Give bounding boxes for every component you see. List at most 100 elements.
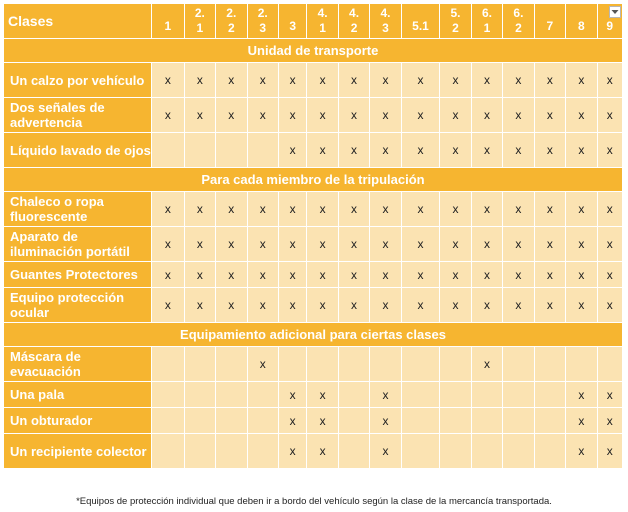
mark-cell <box>337 346 371 382</box>
mark-cell: x <box>533 261 567 288</box>
class-header-top: 5. <box>450 6 461 20</box>
section-header-row: Unidad de transporte <box>3 38 623 63</box>
mark-cell <box>246 407 279 434</box>
mark-cell: x <box>400 191 441 227</box>
class-header-bottom: 3 <box>259 21 267 35</box>
class-header-bottom: 2 <box>350 21 358 35</box>
mark-cell <box>215 407 248 434</box>
mark-cell <box>183 433 217 469</box>
table-row: Dos señales de advertencia x x x x x x x x x x x x x x… <box>2 97 624 133</box>
mark-cell: x <box>183 191 217 227</box>
header-row: Clases 1 2. 1 2. 2 2. 3 3 4. 1 4. 2 4. 3 5.1 5. 2 6. 1 6. 2 7 8… <box>2 3 624 39</box>
row-label: Una pala <box>2 381 153 408</box>
mark-cell: x <box>246 226 279 262</box>
mark-cell: x <box>215 62 248 98</box>
class-header-top: 6. <box>513 6 524 20</box>
mark-cell: x <box>502 97 535 133</box>
table-row: Un calzo por vehículo x x x x x x x x x x x x x x x <box>2 62 624 98</box>
mark-cell: x <box>596 261 624 288</box>
mark-cell: x <box>502 261 535 288</box>
mark-cell: x <box>596 407 624 434</box>
class-header: 6. 2 <box>502 3 535 39</box>
class-header: 4. 2 <box>337 3 371 39</box>
mark-cell: x <box>565 62 598 98</box>
mark-cell: x <box>246 97 279 133</box>
class-header: 3 <box>277 3 308 39</box>
mark-cell: x <box>183 261 217 288</box>
mark-cell: x <box>277 191 308 227</box>
mark-cell: x <box>337 287 371 323</box>
mark-cell <box>533 381 567 408</box>
mark-cell: x <box>183 287 217 323</box>
mark-cell <box>470 433 504 469</box>
mark-cell: x <box>151 191 185 227</box>
class-header-bottom: 2 <box>515 21 522 35</box>
section-title: Para cada miembro de la tripulación <box>3 167 623 192</box>
mark-cell: x <box>439 287 472 323</box>
table-row: Guantes Protectores x x x x x x x x x x x x x x x <box>2 261 624 288</box>
mark-cell: x <box>277 433 308 469</box>
mark-cell: x <box>151 97 185 133</box>
mark-cell: x <box>369 261 402 288</box>
table-row: Líquido lavado de ojos x x x x x x x x x x x <box>2 132 624 168</box>
class-header-top: 6. <box>481 6 492 20</box>
mark-cell <box>439 433 472 469</box>
mark-cell <box>502 381 535 408</box>
mark-cell: x <box>306 381 339 408</box>
mark-cell: x <box>502 226 535 262</box>
mark-cell: x <box>277 287 308 323</box>
mark-cell: x <box>502 191 535 227</box>
mark-cell <box>400 407 441 434</box>
mark-cell <box>246 433 279 469</box>
class-header: 5. 2 <box>439 3 472 39</box>
mark-cell: x <box>215 261 248 288</box>
mark-cell <box>246 381 279 408</box>
row-label: Líquido lavado de ojos <box>2 132 153 168</box>
mark-cell: x <box>470 226 504 262</box>
dropdown-filter-icon[interactable] <box>609 6 621 18</box>
mark-cell: x <box>502 132 535 168</box>
mark-cell: x <box>439 191 472 227</box>
mark-cell: x <box>151 261 185 288</box>
class-header-top: 9 <box>606 18 614 33</box>
mark-cell: x <box>215 287 248 323</box>
mark-cell <box>502 433 535 469</box>
row-label: Un calzo por vehículo <box>2 62 153 98</box>
mark-cell: x <box>151 62 185 98</box>
mark-cell <box>470 407 504 434</box>
mark-cell <box>400 433 441 469</box>
mark-cell: x <box>565 226 598 262</box>
mark-cell <box>215 132 248 168</box>
mark-cell <box>151 346 185 382</box>
mark-cell <box>533 407 567 434</box>
mark-cell: x <box>337 62 371 98</box>
mark-cell <box>533 346 567 382</box>
table-row: Una pala x x x x x <box>2 381 624 408</box>
class-header: 6. 1 <box>470 3 504 39</box>
class-header-bottom: 1 <box>319 21 326 35</box>
mark-cell: x <box>400 132 441 168</box>
mark-cell: x <box>306 433 339 469</box>
mark-cell: x <box>369 381 402 408</box>
row-label: Guantes Protectores <box>2 261 153 288</box>
mark-cell: x <box>306 226 339 262</box>
mark-cell <box>151 132 185 168</box>
row-label: Equipo protección ocular <box>2 287 153 323</box>
mark-cell: x <box>246 346 279 382</box>
table-row: Equipo protección ocular x x x x x x x x x x x x x x x <box>2 287 624 323</box>
class-header: 2. 3 <box>246 3 279 39</box>
mark-cell: x <box>439 261 472 288</box>
mark-cell: x <box>470 132 504 168</box>
row-label: Chaleco o ropa fluorescente <box>2 191 153 227</box>
equipment-table: Clases 1 2. 1 2. 2 2. 3 3 4. 1 4. 2 4. 3 5.1 5. 2 6. 1 6. 2 7 8… <box>2 3 624 469</box>
mark-cell: x <box>183 62 217 98</box>
mark-cell: x <box>565 381 598 408</box>
section-title: Unidad de transporte <box>3 38 623 63</box>
mark-cell <box>565 346 598 382</box>
mark-cell: x <box>369 97 402 133</box>
mark-cell: x <box>565 407 598 434</box>
mark-cell: x <box>277 407 308 434</box>
mark-cell: x <box>306 62 339 98</box>
table-row: Un recipiente colector x x x x x <box>2 433 624 469</box>
class-header: 4. 1 <box>306 3 339 39</box>
